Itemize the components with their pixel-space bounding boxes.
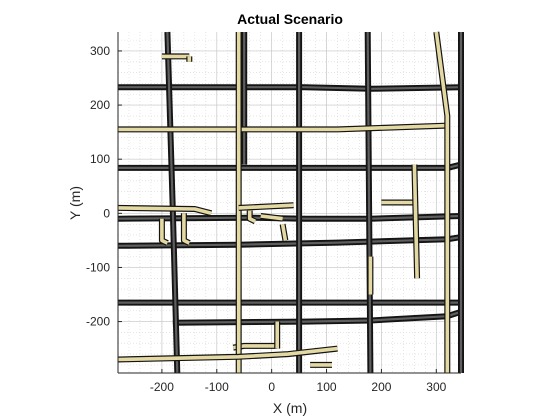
highlighted-road (247, 210, 256, 224)
highlighted-road (117, 206, 212, 216)
x-tick-label: 200 (371, 380, 391, 394)
x-tick-label: 100 (317, 380, 337, 394)
y-tick-label: -200 (86, 315, 110, 329)
highlighted-road (238, 203, 294, 210)
road (117, 236, 462, 247)
y-axis-label: Y (m) (67, 186, 83, 220)
x-axis-label: X (m) (273, 400, 307, 416)
highlighted-road (434, 31, 450, 373)
x-tick-label: 0 (268, 380, 275, 394)
highlighted-road (412, 164, 419, 279)
x-tick-label: 300 (426, 380, 446, 394)
x-tick-label: -100 (205, 380, 229, 394)
x-tick-label: -200 (150, 380, 174, 394)
highlighted-road (280, 223, 288, 241)
chart-title: Actual Scenario (237, 11, 343, 27)
road-network (117, 31, 464, 374)
road (118, 86, 462, 90)
axes (117, 32, 461, 374)
highlighted-road (182, 213, 191, 245)
road (117, 214, 462, 220)
y-tick-label: 200 (90, 98, 110, 112)
highlighted-road (118, 123, 448, 132)
highlighted-road (260, 214, 283, 221)
tick-labels: -200 -100 0 100 200 300 -200 -100 0 100 200 300 (86, 44, 447, 394)
y-tick-label: 300 (90, 44, 110, 58)
y-tick-label: -100 (86, 260, 110, 274)
road (366, 31, 372, 374)
highlighted-road (160, 218, 169, 245)
road (166, 31, 179, 374)
y-tick-label: 100 (90, 152, 110, 166)
highlighted-road (117, 346, 338, 362)
y-tick-label: 0 (103, 206, 110, 220)
